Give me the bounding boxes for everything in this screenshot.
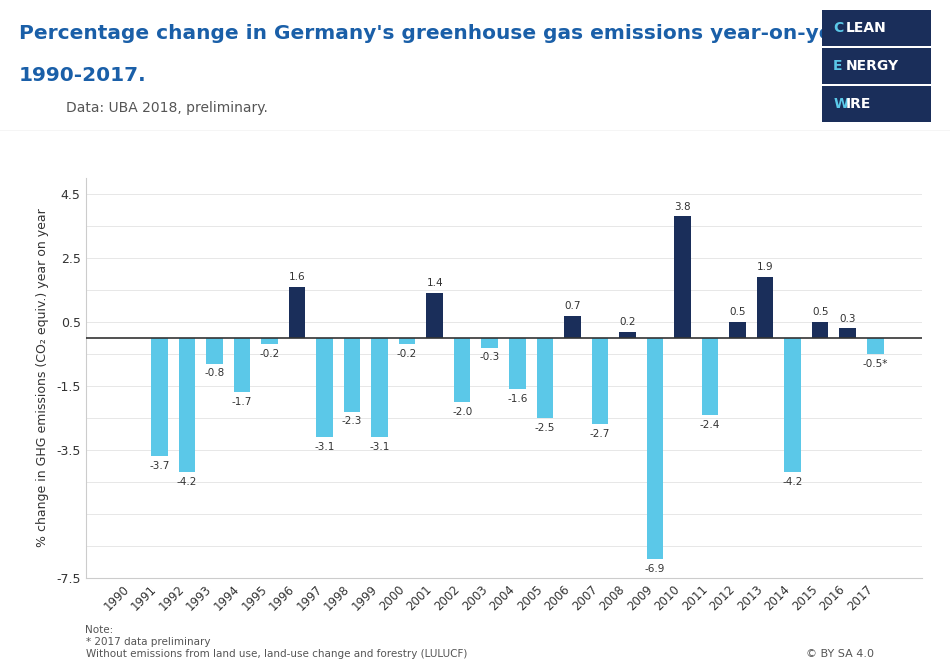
Bar bbox=[179, 338, 195, 472]
Bar bbox=[702, 338, 718, 415]
Text: NERGY: NERGY bbox=[846, 59, 899, 73]
Text: -0.2: -0.2 bbox=[259, 349, 279, 360]
Text: 1.6: 1.6 bbox=[289, 272, 305, 282]
Bar bbox=[509, 338, 525, 389]
Text: 1990-2017.: 1990-2017. bbox=[19, 66, 146, 85]
Text: -4.2: -4.2 bbox=[783, 477, 803, 487]
Text: 1.4: 1.4 bbox=[427, 278, 443, 288]
FancyBboxPatch shape bbox=[822, 11, 931, 46]
Bar bbox=[785, 338, 801, 472]
Bar bbox=[234, 338, 250, 392]
Text: © BY SA 4.0: © BY SA 4.0 bbox=[806, 648, 874, 659]
Bar bbox=[757, 278, 773, 338]
FancyBboxPatch shape bbox=[822, 87, 931, 122]
Text: E: E bbox=[833, 59, 843, 73]
Text: IRE: IRE bbox=[846, 97, 871, 111]
Text: 0.2: 0.2 bbox=[619, 317, 636, 327]
Text: -1.7: -1.7 bbox=[232, 397, 252, 407]
Bar bbox=[316, 338, 332, 437]
Y-axis label: % change in GHG emissions (CO₂ equiv.) year on year: % change in GHG emissions (CO₂ equiv.) y… bbox=[36, 208, 49, 548]
Text: 3.8: 3.8 bbox=[674, 202, 691, 212]
Text: 0.7: 0.7 bbox=[564, 301, 580, 311]
Text: -0.2: -0.2 bbox=[397, 349, 417, 360]
Bar bbox=[289, 287, 305, 338]
Text: C: C bbox=[833, 22, 844, 35]
Bar bbox=[647, 338, 663, 558]
Bar bbox=[674, 216, 691, 338]
Text: -1.6: -1.6 bbox=[507, 394, 527, 404]
Bar bbox=[840, 329, 856, 338]
Text: Note:
* 2017 data preliminary
Without emissions from land use, land-use change a: Note: * 2017 data preliminary Without em… bbox=[86, 626, 466, 659]
Bar bbox=[867, 338, 884, 354]
Text: -2.3: -2.3 bbox=[342, 417, 362, 427]
Bar bbox=[454, 338, 470, 402]
Text: 0.5: 0.5 bbox=[730, 307, 746, 317]
Text: -6.9: -6.9 bbox=[645, 564, 665, 573]
Text: -2.0: -2.0 bbox=[452, 407, 472, 417]
Text: Data: UBA 2018, preliminary.: Data: UBA 2018, preliminary. bbox=[66, 101, 268, 116]
FancyBboxPatch shape bbox=[822, 48, 931, 84]
Text: Percentage change in Germany's greenhouse gas emissions year-on-year: Percentage change in Germany's greenhous… bbox=[19, 24, 856, 42]
Bar bbox=[812, 322, 828, 338]
Text: -3.7: -3.7 bbox=[149, 461, 169, 471]
Bar bbox=[482, 338, 498, 347]
Bar bbox=[537, 338, 553, 418]
Bar bbox=[592, 338, 608, 425]
Bar bbox=[399, 338, 415, 345]
Text: -4.2: -4.2 bbox=[177, 477, 197, 487]
Text: -0.8: -0.8 bbox=[204, 368, 224, 378]
Text: -3.1: -3.1 bbox=[314, 442, 334, 452]
Bar bbox=[619, 331, 636, 338]
Bar bbox=[564, 316, 580, 338]
Bar bbox=[206, 338, 222, 364]
Text: -0.5*: -0.5* bbox=[863, 359, 888, 369]
Bar bbox=[151, 338, 167, 456]
Text: -3.1: -3.1 bbox=[370, 442, 390, 452]
Bar bbox=[371, 338, 388, 437]
Text: -0.3: -0.3 bbox=[480, 352, 500, 362]
Text: W: W bbox=[833, 97, 848, 111]
Bar bbox=[261, 338, 277, 345]
Text: -2.4: -2.4 bbox=[700, 419, 720, 429]
Text: -2.7: -2.7 bbox=[590, 429, 610, 439]
Text: -2.5: -2.5 bbox=[535, 423, 555, 433]
Text: 0.5: 0.5 bbox=[812, 307, 828, 317]
Bar bbox=[730, 322, 746, 338]
Text: 1.9: 1.9 bbox=[757, 263, 773, 272]
Bar bbox=[344, 338, 360, 411]
Bar bbox=[427, 293, 443, 338]
Text: LEAN: LEAN bbox=[846, 22, 886, 35]
Text: 0.3: 0.3 bbox=[840, 314, 856, 324]
